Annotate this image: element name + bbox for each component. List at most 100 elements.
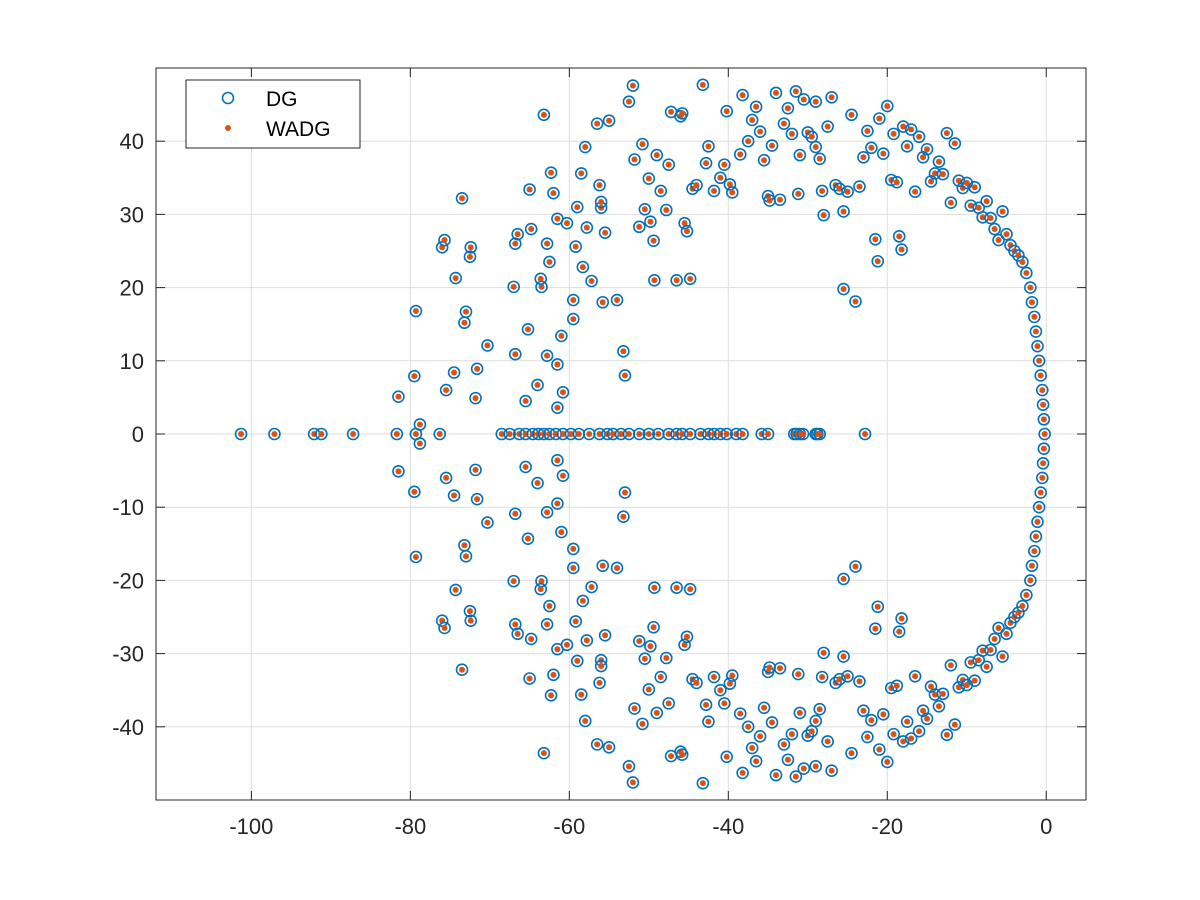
wadg-point <box>1023 592 1030 599</box>
dg-point <box>699 156 713 170</box>
dg-point <box>439 471 453 485</box>
wadg-point <box>697 431 704 437</box>
wadg-point <box>467 617 474 624</box>
dg-point <box>524 632 538 646</box>
wadg-point <box>840 653 847 660</box>
dg-point <box>948 718 962 731</box>
dg-point <box>880 755 894 769</box>
dg-point <box>871 600 885 614</box>
dg-point <box>574 167 588 180</box>
dg-point <box>896 120 910 133</box>
dg-point <box>952 680 966 694</box>
dg-point <box>861 730 874 744</box>
dg-point <box>470 362 484 376</box>
dg-point <box>523 183 536 196</box>
dg-point <box>984 211 997 225</box>
dg-point <box>1012 606 1025 619</box>
dg-point <box>869 232 882 246</box>
dg-point <box>1035 383 1049 397</box>
dg-point <box>508 237 522 250</box>
wadg-point <box>629 82 636 89</box>
dg-point <box>1029 325 1043 338</box>
dg-point <box>638 202 652 216</box>
wadg-point <box>618 431 624 437</box>
dg-point <box>725 669 739 682</box>
wadg-point <box>928 178 934 185</box>
dg-point <box>853 675 866 688</box>
wadg-point <box>840 575 847 582</box>
dg-point <box>455 191 469 205</box>
dg-point <box>574 688 588 701</box>
wadg-point <box>506 431 513 437</box>
wadg-point <box>621 489 628 496</box>
dg-point <box>1036 398 1050 412</box>
wadg-point <box>795 190 802 197</box>
wadg-point <box>900 123 907 130</box>
dg-point <box>1032 354 1046 368</box>
wadg-point <box>1039 387 1046 394</box>
wadg-point <box>1041 431 1048 437</box>
dg-point <box>438 233 451 247</box>
wadg-point <box>939 171 946 178</box>
wadg-point <box>1031 548 1038 555</box>
dg-point <box>576 594 590 608</box>
dg-point <box>892 625 906 638</box>
dg-point <box>741 134 755 148</box>
dg-point <box>791 187 805 201</box>
dg-point <box>469 391 482 405</box>
dg-point <box>556 469 570 483</box>
dg-point <box>690 676 703 690</box>
wadg-point <box>819 187 826 194</box>
wadg-point <box>920 707 927 714</box>
dg-point <box>413 418 427 431</box>
wadg-point <box>525 535 531 542</box>
wadg-point <box>844 188 851 195</box>
dg-point <box>531 476 544 490</box>
dg-point <box>511 627 524 641</box>
wadg-point <box>512 621 519 628</box>
dg-point <box>537 746 551 760</box>
wadg-point <box>852 563 859 570</box>
wadg-point <box>916 133 923 140</box>
wadg-point <box>904 718 911 725</box>
dg-point <box>590 738 604 751</box>
wadg-point <box>443 387 450 394</box>
dg-point <box>569 240 582 253</box>
dg-point <box>944 196 958 209</box>
dg-point <box>829 178 842 192</box>
dg-point <box>932 155 946 168</box>
y-tick-label: -10 <box>112 495 144 520</box>
dg-point <box>455 663 469 677</box>
wadg-point <box>474 496 481 503</box>
dg-point <box>841 669 854 683</box>
wadg-point <box>650 624 657 631</box>
dg-point <box>408 485 421 499</box>
dg-point <box>598 628 612 642</box>
wadg-point <box>411 488 418 495</box>
dg-point <box>507 574 520 588</box>
dg-point <box>675 748 689 761</box>
wadg-point <box>636 431 643 437</box>
legend-wadg-marker <box>225 125 231 131</box>
dg-point <box>555 525 568 539</box>
y-tick-label: -30 <box>112 642 144 667</box>
dg-point <box>543 255 556 269</box>
wadg-point <box>544 621 551 628</box>
dg-point <box>895 612 908 625</box>
wadg-point <box>812 717 819 724</box>
wadg-point <box>848 111 855 118</box>
dg-point <box>996 650 1009 663</box>
dg-point <box>534 272 548 286</box>
dg-point <box>940 126 954 140</box>
dg-point <box>610 561 624 575</box>
dg-point <box>765 139 779 152</box>
dg-point <box>1037 413 1051 426</box>
wadg-point <box>987 215 994 222</box>
dg-point <box>469 463 482 477</box>
dg-point <box>873 743 886 756</box>
wadg-point <box>570 297 577 304</box>
dg-point <box>984 643 997 657</box>
wadg-point <box>1023 269 1030 276</box>
dg-point <box>702 140 715 153</box>
